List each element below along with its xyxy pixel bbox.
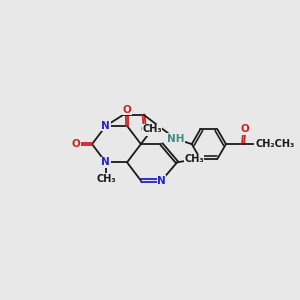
Text: NH: NH [167,134,184,144]
Text: N: N [101,158,110,167]
Text: O: O [141,125,149,135]
Text: CH₃: CH₃ [96,173,116,184]
Text: O: O [71,139,80,149]
Text: CH₃: CH₃ [142,124,162,134]
Text: N: N [101,121,110,131]
Text: O: O [240,124,249,134]
Text: CH₃: CH₃ [184,154,204,164]
Text: N: N [157,176,166,186]
Text: CH₂CH₃: CH₂CH₃ [256,139,295,149]
Text: O: O [123,105,131,115]
Text: O: O [255,139,264,149]
